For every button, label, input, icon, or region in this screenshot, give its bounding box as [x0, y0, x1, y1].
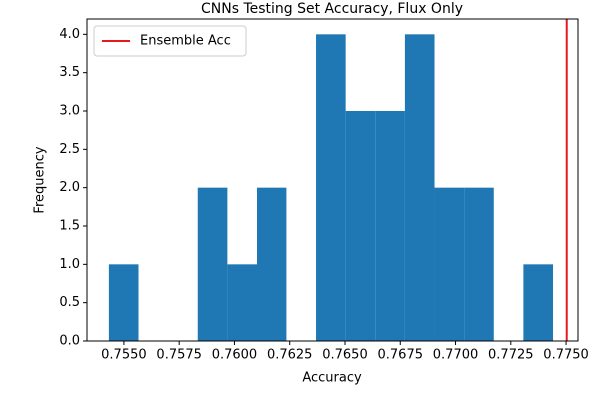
y-tick-label: 1.0: [59, 257, 80, 272]
bar: [227, 264, 258, 341]
x-tick-label: 0.7725: [488, 348, 534, 363]
plot-frame: [86, 18, 579, 342]
bar: [316, 34, 346, 341]
x-tick-label: 0.7625: [267, 348, 313, 363]
y-tick-label: 2.5: [59, 142, 80, 157]
x-tick-label: 0.7675: [378, 348, 424, 363]
bar: [345, 111, 376, 341]
bar: [257, 187, 287, 341]
x-tick-label: 0.7700: [433, 348, 479, 363]
bar: [464, 187, 494, 341]
y-tick-label: 0.0: [59, 334, 80, 349]
x-tick-label: 0.7600: [212, 348, 258, 363]
y-tick-label: 0.5: [59, 295, 80, 310]
legend-label: Ensemble Acc: [140, 34, 231, 49]
y-tick-label: 2.0: [59, 180, 80, 195]
bar: [197, 187, 228, 341]
bar: [434, 187, 465, 341]
bar: [375, 111, 405, 341]
x-tick-label: 0.7750: [543, 348, 589, 363]
y-axis-label: Frequency: [33, 146, 48, 213]
y-tick-label: 1.5: [59, 219, 80, 234]
bar: [523, 264, 554, 341]
bar: [404, 34, 435, 341]
x-tick-label: 0.7550: [101, 348, 147, 363]
x-tick-label: 0.7650: [322, 348, 368, 363]
x-axis-label: Accuracy: [302, 371, 362, 386]
bar: [108, 264, 139, 341]
chart-title: CNNs Testing Set Accuracy, Flux Only: [201, 1, 463, 17]
legend-box: [93, 25, 247, 57]
y-tick-label: 3.0: [59, 104, 80, 119]
y-tick-label: 4.0: [59, 27, 80, 42]
x-tick-label: 0.7575: [156, 348, 202, 363]
y-tick-label: 3.5: [59, 65, 80, 80]
